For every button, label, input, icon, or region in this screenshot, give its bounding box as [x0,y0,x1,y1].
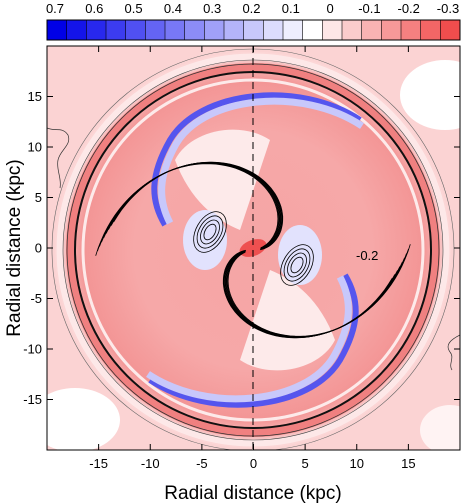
colorbar-tick-label: 0.7 [46,1,64,16]
colorbar-tick-label: -0.2 [397,1,419,16]
colorbar-tick-label: 0.3 [203,1,221,16]
colorbar-swatch [283,20,303,40]
colorbar-frame [46,19,461,41]
colorbar-tick-label: 0.4 [164,1,182,16]
contour-closed [290,256,304,274]
contour-closed [196,215,224,249]
colorbar-swatch [204,20,225,40]
outer-region-bottom-right [420,405,460,450]
x-axis-label: Radial distance (kpc) [164,483,341,504]
colorbar-swatch [86,20,107,40]
outer-region-top-right [400,60,460,130]
colorbar-swatch [342,20,362,40]
y-tick-label: -10 [23,342,42,357]
spiral-arm-blue-upper [151,92,362,227]
x-tick-label: 15 [401,456,415,471]
colorbar [46,19,461,41]
colorbar-tick-label: 0.6 [85,1,103,16]
edge-contour-right [447,334,460,371]
colorbar-swatch [263,20,284,40]
y-axis-label: Radial distance (kpc) [4,159,25,336]
colorbar-swatch [106,20,126,40]
colorbar-swatch [165,20,185,40]
colorbar-tick-label: -0.3 [437,1,459,16]
contour-label: -0.2 [356,248,378,263]
center-red-spot [239,239,267,257]
colorbar-swatch [145,20,166,40]
x-tick-label: -10 [141,456,160,471]
colorbar-swatch [420,20,441,40]
colorbar-swatch [66,20,87,40]
colorbar-tick-label: 0.2 [242,1,260,16]
contour-closed [200,219,220,245]
contour-lines [95,161,411,339]
colorbar-tick-label: 0 [326,1,333,16]
colorbar-swatch [381,20,402,40]
x-tick-label: 5 [302,456,309,471]
edge-contour-left [47,127,70,189]
inner-region-white-upper [175,129,270,230]
y-tick-label: -5 [30,291,42,306]
contour-closed [287,252,307,278]
y-tick-label: -15 [23,392,42,407]
contour-arm-lower [95,163,279,256]
colorbar-labels: 0.7 0.6 0.5 0.4 0.3 0.2 0.1 0 -0.1 -0.2 -0.3 [46,1,459,16]
y-axis-ticks: -15 -10 -5 0 5 10 15 [23,89,460,407]
spiral-arm-blue-lower [148,273,359,408]
contour-closed [283,248,311,282]
colorbar-swatch [361,20,382,40]
colorbar-swatch [302,20,323,40]
x-tick-label: 10 [350,456,364,471]
contour-closed [193,211,227,253]
inner-region-white-lower [240,270,335,371]
colorbar-swatch [401,20,421,40]
y-tick-label: 0 [35,241,42,256]
y-tick-label: 10 [28,140,42,155]
colorbar-swatch [224,20,244,40]
contour-closed [203,223,217,241]
colorbar-tick-label: -0.1 [358,1,380,16]
contour-closed [280,244,314,286]
contour-arm-upper [227,244,411,337]
x-tick-label: -15 [89,456,108,471]
outer-region-bottom-left [47,388,120,450]
colorbar-swatch [440,20,461,40]
spiral-arm-blue-upper-light [158,97,364,225]
x-tick-label: -5 [196,456,208,471]
plot-area [47,46,460,450]
x-axis-ticks: -15 -10 -5 0 5 10 15 [89,46,416,471]
inner-region-blue-right [278,225,322,285]
colorbar-tick-label: 0.5 [125,1,143,16]
y-tick-label: 15 [28,89,42,104]
x-tick-label: 0 [250,456,257,471]
colorbar-swatch [322,20,343,40]
inner-region-blue-left [183,210,227,270]
colorbar-swatch [243,20,264,40]
y-tick-label: 5 [35,190,42,205]
colorbar-swatch [47,20,67,40]
colorbar-tick-label: 0.1 [282,1,300,16]
spiral-arm-blue-lower-light [146,275,352,403]
colorbar-swatch [184,20,205,40]
colorbar-swatch [125,20,146,40]
